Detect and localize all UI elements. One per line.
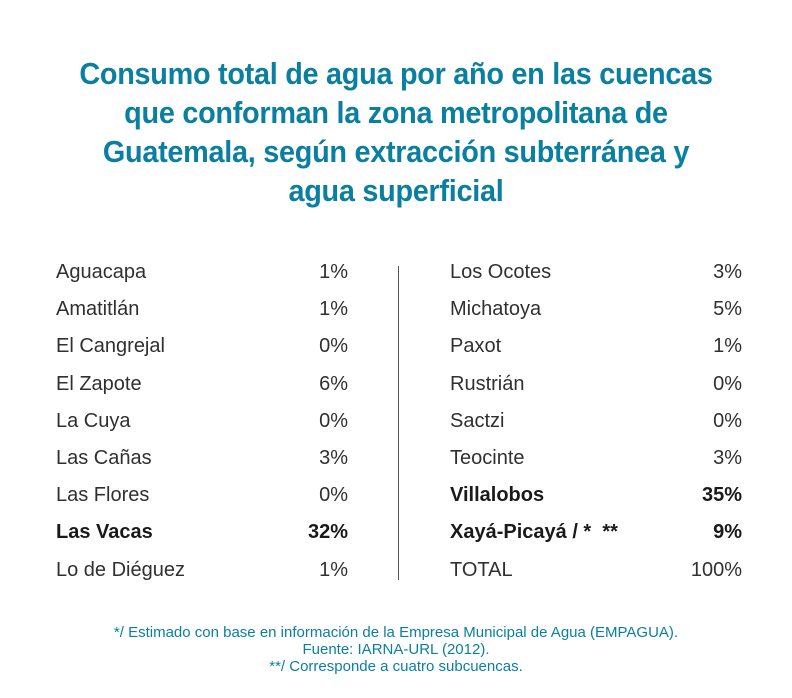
basin-name: Las Cañas <box>56 447 152 470</box>
table-row: La Cuya 0% <box>56 403 348 440</box>
table-row: Teocinte 3% <box>450 440 742 477</box>
table-row: Amatitlán 1% <box>56 291 348 328</box>
table-row: Paxot 1% <box>450 328 742 365</box>
basin-name: Las Flores <box>56 484 150 507</box>
basin-value: 6% <box>319 372 348 395</box>
basin-name: Rustrián <box>450 372 525 395</box>
basin-name: El Cangrejal <box>56 335 165 358</box>
table-row: Las Flores 0% <box>56 477 348 514</box>
basin-name: Xayá-Picayá / * ** <box>450 521 618 544</box>
basin-name: Aguacapa <box>56 261 147 284</box>
page-title: Consumo total de agua por año en las cue… <box>65 54 727 210</box>
basin-name: El Zapote <box>56 372 142 395</box>
basin-value: 3% <box>319 447 348 470</box>
table-row: Los Ocotes 3% <box>450 254 742 291</box>
table-row: El Cangrejal 0% <box>56 328 348 365</box>
basin-value: 32% <box>307 521 348 544</box>
footnote-estimate: */ Estimado con base en información de l… <box>113 624 679 641</box>
basin-value: 1% <box>319 261 348 284</box>
basin-name: Paxot <box>450 335 502 358</box>
basin-value: 0% <box>713 409 742 432</box>
title-line-4: agua superficial <box>288 173 504 208</box>
table-row: Aguacapa 1% <box>56 254 348 291</box>
table-row-highlight: Xayá-Picayá / * ** 9% <box>450 514 742 551</box>
title-line-2: que conforman la zona metropolitana de <box>124 95 668 130</box>
table-row: Las Cañas 3% <box>56 440 348 477</box>
basin-value: 3% <box>713 447 742 470</box>
table-row: Michatoya 5% <box>450 291 742 328</box>
total-value: 100% <box>690 558 742 581</box>
basin-name: Sactzi <box>450 409 505 432</box>
basin-value: 3% <box>713 261 742 284</box>
basin-value: 0% <box>713 372 742 395</box>
basin-name: La Cuya <box>56 409 131 432</box>
total-label: TOTAL <box>450 558 513 581</box>
basin-value: 0% <box>319 335 348 358</box>
basin-value: 0% <box>319 409 348 432</box>
basin-name: Las Vacas <box>56 521 153 544</box>
basin-value: 1% <box>713 335 742 358</box>
basin-value: 1% <box>319 298 348 321</box>
left-table: Aguacapa 1% Amatitlán 1% El Cangrejal 0% El… <box>56 254 348 589</box>
title-line-1: Consumo total de agua por año en las cue… <box>79 56 713 91</box>
footnote-source: Fuente: IARNA-URL (2012). <box>302 641 490 658</box>
table-row-highlight: Villalobos 35% <box>450 477 742 514</box>
table-row: Rustrián 0% <box>450 366 742 403</box>
basin-name: Amatitlán <box>56 298 140 321</box>
basin-value: 5% <box>713 298 742 321</box>
table-row-highlight: Las Vacas 32% <box>56 514 348 551</box>
basin-value: 9% <box>713 521 742 544</box>
table-row: El Zapote 6% <box>56 366 348 403</box>
title-line-3: Guatemala, según extracción subterránea … <box>102 134 690 169</box>
footnote-subbasins: **/ Corresponde a cuatro subcuencas. <box>269 658 523 675</box>
footnotes: */ Estimado con base en información de l… <box>20 624 772 675</box>
basin-name: Villalobos <box>450 484 545 507</box>
table-row-total: TOTAL 100% <box>450 552 742 589</box>
basin-value: 0% <box>319 484 348 507</box>
right-table: Los Ocotes 3% Michatoya 5% Paxot 1% Rustriá… <box>450 254 742 589</box>
basin-name: Lo de Diéguez <box>56 558 185 581</box>
basin-value: 1% <box>319 558 348 581</box>
basin-name: Los Ocotes <box>450 261 552 284</box>
table-row: Lo de Diéguez 1% <box>56 552 348 589</box>
basin-name: Teocinte <box>450 447 525 470</box>
column-divider <box>398 266 399 580</box>
table-row: Sactzi 0% <box>450 403 742 440</box>
basin-name: Michatoya <box>450 298 542 321</box>
basin-value: 35% <box>701 484 742 507</box>
